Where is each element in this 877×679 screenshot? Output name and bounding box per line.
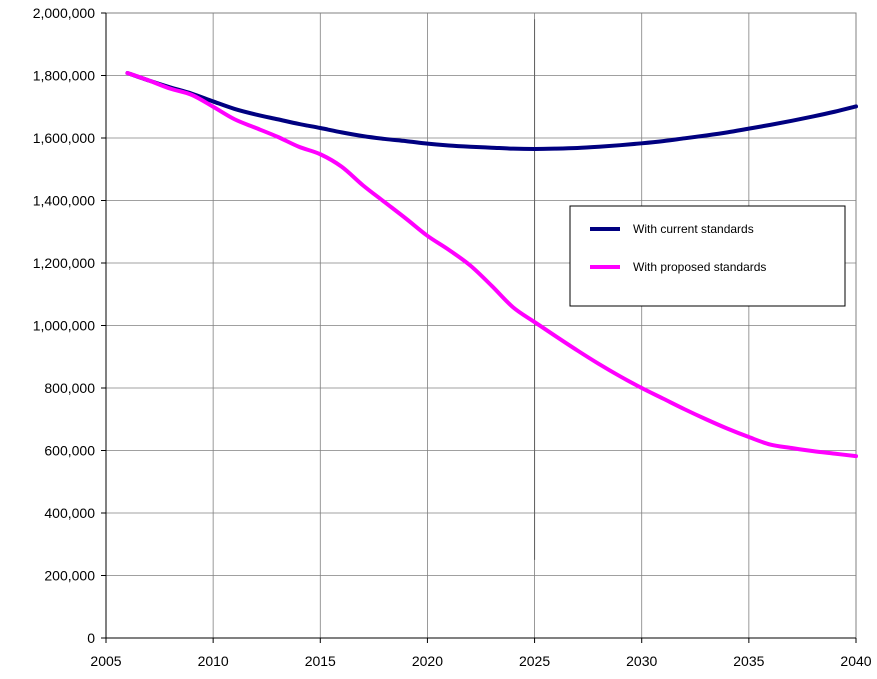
- tick-labels: 0 200,000 400,000 600,000 800,000 1,000,000 1,…: [33, 5, 872, 669]
- y-tick-label: 1,000,000: [33, 318, 95, 334]
- series-line-current-standards: [125, 71, 858, 151]
- y-tick-label: 600,000: [44, 443, 95, 459]
- series-lines: [125, 71, 858, 459]
- x-tick-label: 2035: [733, 653, 764, 669]
- legend-label-proposed: With proposed standards: [633, 260, 766, 274]
- axes: [101, 12, 857, 643]
- y-tick-label: 800,000: [44, 380, 95, 396]
- legend-box: [569, 205, 846, 307]
- x-tick-label: 2020: [412, 653, 443, 669]
- y-tick-label: 1,600,000: [33, 130, 95, 146]
- x-tick-label: 2015: [305, 653, 336, 669]
- y-tick-label: 1,400,000: [33, 193, 95, 209]
- series-line-proposed-standards: [125, 71, 858, 459]
- x-tick-label: 2040: [840, 653, 871, 669]
- x-tick-label: 2005: [90, 653, 121, 669]
- y-tick-label: 1,800,000: [33, 68, 95, 84]
- y-tick-label: 2,000,000: [33, 5, 95, 21]
- grid: [105, 12, 857, 639]
- x-tick-label: 2025: [519, 653, 550, 669]
- y-tick-label: 0: [87, 630, 95, 646]
- y-tick-label: 200,000: [44, 568, 95, 584]
- legend: With current standards With proposed sta…: [569, 205, 846, 307]
- y-tick-label: 1,200,000: [33, 255, 95, 271]
- x-tick-label: 2010: [198, 653, 229, 669]
- x-tick-label: 2030: [626, 653, 657, 669]
- y-tick-label: 400,000: [44, 505, 95, 521]
- legend-label-current: With current standards: [633, 222, 754, 236]
